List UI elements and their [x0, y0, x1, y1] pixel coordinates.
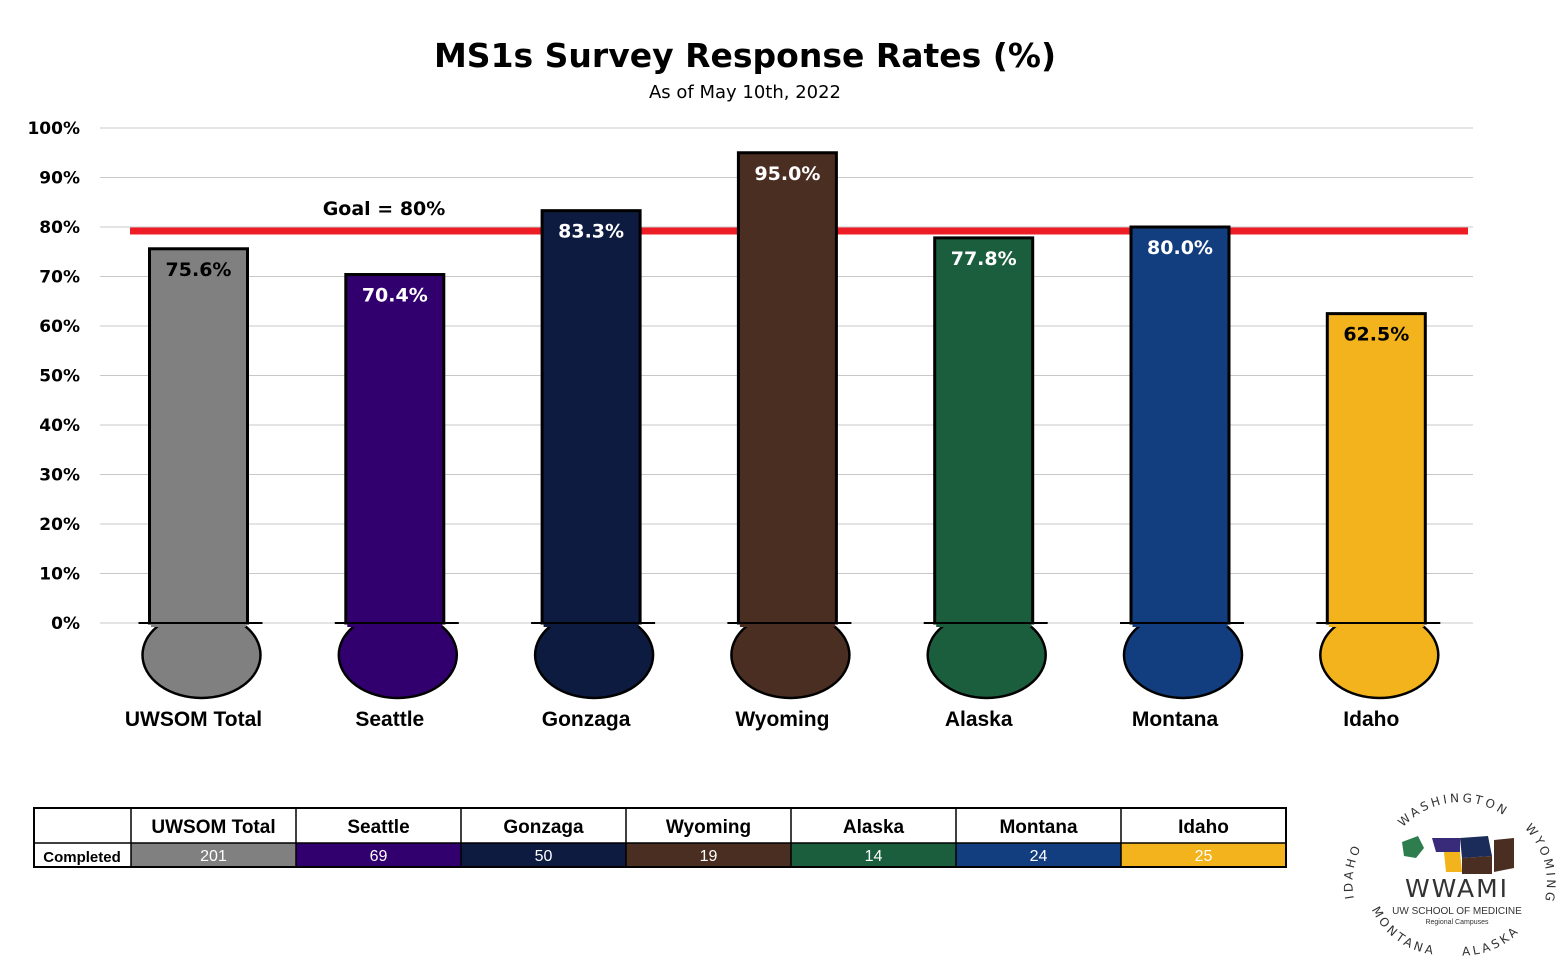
chart-subtitle: As of May 10th, 2022 [649, 82, 841, 103]
bar [540, 209, 642, 625]
bar [344, 273, 446, 625]
y-tick-label: 100% [27, 119, 80, 139]
bar [933, 236, 1035, 625]
bar [148, 247, 249, 625]
logo-ring-alaska: ALASKA [1462, 923, 1523, 959]
y-tick-label: 20% [39, 515, 80, 535]
table-column-header: Alaska [843, 817, 905, 838]
table-column-header: Montana [999, 817, 1078, 838]
chart-title: MS1s Survey Response Rates (%) [434, 36, 1056, 75]
logo-title: WWAMI [1405, 874, 1509, 903]
completed-table: UWSOM Total 201 Seattle 69 Gonzaga 50 Wyoming 1… [33, 807, 1287, 868]
category-label: Wyoming [735, 708, 829, 731]
y-tick-label: 60% [39, 317, 80, 337]
data-label: 77.8% [951, 248, 1017, 270]
table-column-header: Gonzaga [503, 817, 584, 838]
y-tick-label: 50% [39, 367, 80, 387]
goal-label: Goal = 80% [323, 198, 446, 220]
bar-group: 77.8% [923, 236, 1048, 700]
bar-group: 80.0% [1120, 225, 1244, 700]
table-cell-bg [626, 843, 791, 867]
logo-subtitle-2: Regional Campuses [1425, 919, 1489, 926]
bar-group: 75.6% [138, 247, 263, 700]
data-label: 70.4% [362, 285, 428, 307]
bar-group: 62.5% [1316, 312, 1441, 700]
table-border [33, 807, 1287, 868]
category-label: Gonzaga [542, 708, 631, 731]
table-cell-value: 69 [370, 848, 388, 865]
y-tick-label: 0% [51, 614, 80, 634]
bar-group: 95.0% [727, 151, 852, 700]
bar [1129, 225, 1231, 625]
category-label: Alaska [945, 708, 1013, 731]
table-row-header: Completed [43, 849, 121, 866]
table-cell-value: 50 [535, 848, 553, 865]
logo-ring-washington: WASHINGTON [1395, 791, 1512, 830]
table-cell-bg [956, 843, 1121, 867]
data-label: 62.5% [1343, 324, 1409, 346]
bar [1325, 312, 1427, 625]
table-cell-value: 24 [1030, 848, 1048, 865]
bars: 75.6% 70.4% 83.3% 95.0% 77.8% 80.0% 62.5% [138, 151, 1441, 700]
y-tick-label: 30% [39, 466, 80, 486]
y-tick-label: 40% [39, 416, 80, 436]
table-cell-bg [296, 843, 461, 867]
category-label: Idaho [1343, 708, 1399, 731]
table-cell-value: 201 [200, 848, 227, 865]
data-label: 95.0% [754, 163, 820, 185]
category-label: Seattle [355, 708, 424, 731]
table-cell-bg [791, 843, 956, 867]
table-cell-value: 14 [865, 848, 883, 865]
data-label: 75.6% [166, 259, 232, 281]
table-column-header: Idaho [1178, 817, 1229, 838]
logo-ring-wyoming: WYOMING [1522, 821, 1558, 905]
bar-group: 70.4% [334, 273, 459, 700]
logo-map-icon [1402, 836, 1514, 874]
bar-group: 83.3% [531, 209, 656, 700]
category-label: Montana [1132, 708, 1219, 731]
table-cell-bg [1121, 843, 1286, 867]
table-cell-bg [131, 843, 296, 867]
data-label: 83.3% [558, 221, 624, 243]
category-label: UWSOM Total [125, 708, 262, 731]
table-cell-value: 19 [700, 848, 718, 865]
y-tick-label: 90% [39, 169, 80, 189]
y-axis-ticks: 0% 10% 20% 30% 40% 50% 60% 70% 80% 90% 100% [27, 119, 80, 634]
data-label: 80.0% [1147, 237, 1213, 259]
table-column-header: UWSOM Total [151, 817, 275, 838]
table-column-header: Wyoming [666, 817, 751, 838]
bar [736, 151, 838, 625]
wwami-logo: WASHINGTON IDAHO WYOMING MONTANA ALASKA … [1341, 791, 1558, 959]
table-cell-value: 25 [1195, 848, 1213, 865]
y-tick-label: 70% [39, 268, 80, 288]
table-cell-bg [461, 843, 626, 867]
y-tick-label: 10% [39, 565, 80, 585]
x-axis-labels: UWSOM Total Seattle Gonzaga Wyoming Alaska Mo… [125, 708, 1399, 731]
logo-ring-idaho: IDAHO [1341, 841, 1364, 900]
y-tick-label: 80% [39, 218, 80, 238]
table-column-header: Seattle [347, 817, 409, 838]
logo-subtitle: UW SCHOOL OF MEDICINE [1392, 906, 1522, 917]
